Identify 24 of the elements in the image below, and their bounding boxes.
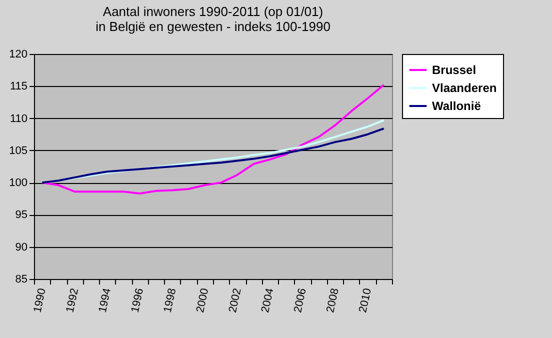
x-tick-label: 1996 [129, 287, 146, 314]
legend-label: Wallonië [432, 99, 482, 113]
x-tick-label: 2000 [194, 287, 212, 314]
y-tick-label: 105 [9, 144, 28, 157]
y-tick-label: 115 [10, 80, 28, 93]
y-tick-label: 90 [15, 241, 28, 254]
y-tick-label: 100 [9, 177, 28, 190]
y-tick-label: 120 [9, 48, 28, 60]
x-tick-label: 2002 [226, 287, 244, 314]
x-tick-label: 2010 [357, 287, 374, 314]
x-tick-label: 1994 [96, 287, 114, 314]
legend-label: Vlaanderen [432, 81, 497, 95]
x-tick-label: 2006 [292, 287, 309, 314]
x-tick-label: 1998 [162, 287, 179, 314]
y-tick-label: 85 [15, 274, 28, 286]
x-tick-label: 1992 [64, 287, 82, 314]
y-tick-label: 110 [10, 112, 28, 125]
x-tick-label: 2008 [324, 287, 342, 314]
line-series [41, 84, 385, 194]
y-tick-label: 95 [15, 209, 28, 222]
legend-label: Brussel [432, 63, 476, 77]
chart-title: Aantal inwoners 1990-2011 (op 01/01) in België en gewesten - indeks 100-1990 [96, 4, 330, 34]
x-tick-label: 2004 [259, 287, 276, 314]
x-tick-label: 1990 [32, 287, 49, 314]
